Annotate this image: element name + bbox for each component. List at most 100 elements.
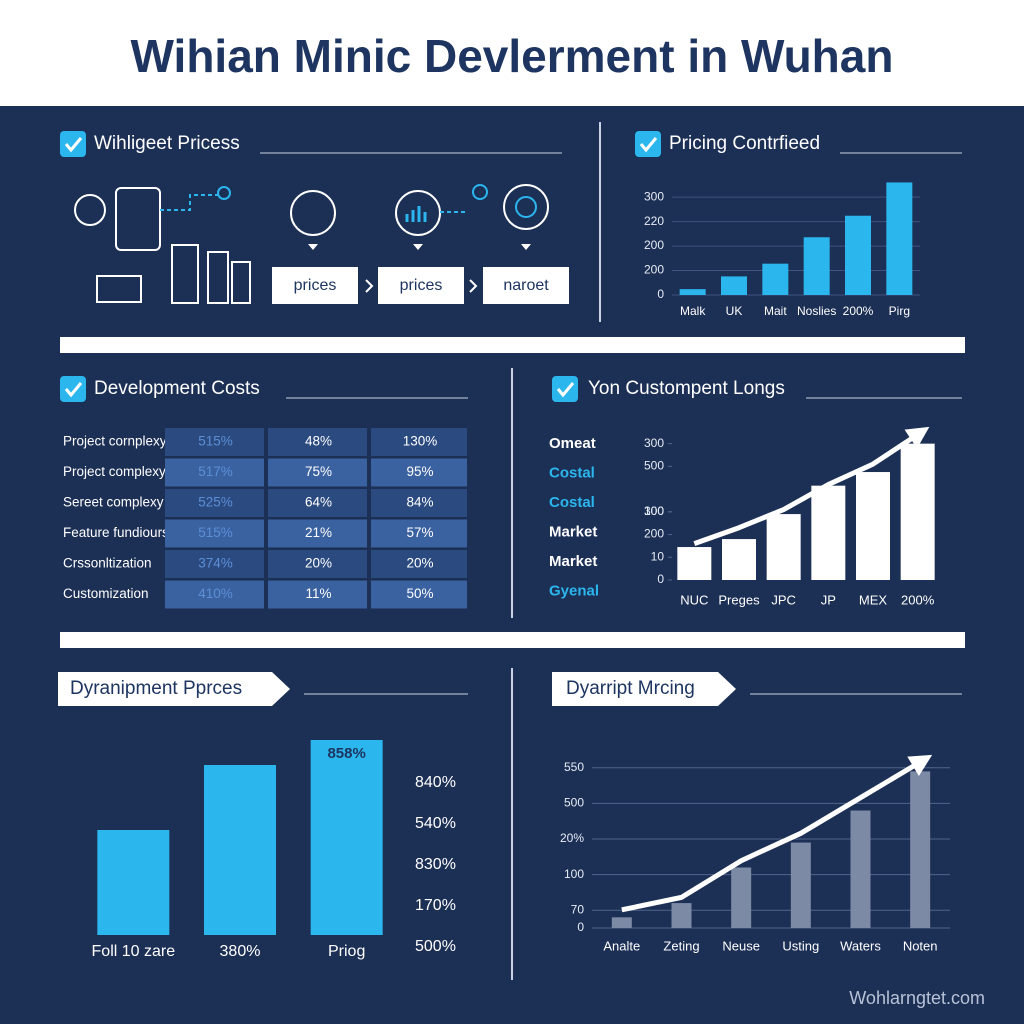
separator bbox=[60, 632, 965, 648]
table-cell bbox=[371, 428, 467, 456]
bar bbox=[204, 765, 276, 935]
section-title: Dyranipment Pprces bbox=[70, 678, 242, 699]
bar bbox=[811, 485, 846, 580]
side-label: 840% bbox=[415, 774, 456, 791]
x-tick-label: Noslies bbox=[797, 304, 836, 318]
trend-line bbox=[621, 759, 922, 913]
y-tick-label: 100 bbox=[564, 867, 584, 881]
step-box bbox=[378, 267, 464, 304]
side-label: Gyenal bbox=[549, 582, 599, 599]
side-label: 540% bbox=[415, 815, 456, 832]
table-text: 48% bbox=[305, 434, 332, 449]
y-tick-label: 200 bbox=[644, 527, 664, 541]
arrowhead bbox=[904, 426, 930, 449]
header-band bbox=[0, 0, 1024, 106]
table-cell bbox=[268, 489, 367, 517]
table-text: 20% bbox=[406, 556, 433, 571]
section-title: Dyarript Mrcing bbox=[566, 678, 695, 699]
y-tick-label: 500 bbox=[564, 796, 584, 810]
process-icons bbox=[74, 184, 549, 304]
bar bbox=[671, 903, 692, 928]
side-label: 170% bbox=[415, 897, 456, 914]
checkbox-icon bbox=[60, 131, 86, 157]
table-text: 75% bbox=[305, 464, 332, 479]
section-title: Yon Custompent Longs bbox=[588, 378, 785, 399]
bar bbox=[762, 263, 789, 295]
flow-arrow bbox=[365, 279, 478, 293]
y-tick-label: 100 bbox=[644, 504, 664, 518]
bar bbox=[677, 547, 712, 580]
table-cell bbox=[165, 428, 264, 456]
table-cell bbox=[165, 458, 264, 487]
table-cell bbox=[268, 580, 367, 609]
x-tick-label: 200% bbox=[843, 304, 874, 318]
x-tick-label: 380% bbox=[220, 943, 261, 960]
y-tick-label: 550 bbox=[564, 760, 584, 774]
y-tick-label: 200 bbox=[644, 238, 664, 252]
checkbox-icon bbox=[635, 131, 661, 157]
x-tick-label: Usting bbox=[782, 938, 819, 953]
x-tick-label: Zeting bbox=[663, 938, 699, 953]
bar bbox=[910, 771, 931, 928]
table-cell bbox=[371, 489, 467, 517]
checkbox-icon bbox=[552, 376, 578, 402]
x-tick-label: Neuse bbox=[722, 938, 760, 953]
x-tick-label: Preges bbox=[718, 592, 760, 607]
bar bbox=[900, 443, 935, 580]
title-tag bbox=[552, 672, 736, 706]
side-label: 500% bbox=[415, 938, 456, 955]
x-tick-label: Mait bbox=[764, 304, 787, 318]
table-cell bbox=[165, 580, 264, 609]
title-tag bbox=[58, 672, 290, 706]
table-text: Sereet complexy bbox=[63, 495, 164, 510]
table-text: 525% bbox=[198, 495, 233, 510]
side-label: Market bbox=[549, 553, 597, 570]
table-text: 64% bbox=[305, 495, 332, 510]
table-text: 517% bbox=[198, 464, 233, 479]
x-tick-label: NUC bbox=[680, 592, 708, 607]
table-cell bbox=[165, 519, 264, 548]
step-label: naroet bbox=[503, 277, 549, 294]
table-cell bbox=[371, 550, 467, 578]
x-tick-label: JPC bbox=[771, 592, 796, 607]
side-label: Costal bbox=[549, 494, 595, 511]
arrowhead bbox=[907, 754, 933, 777]
side-label: Market bbox=[549, 523, 597, 540]
table-cell bbox=[165, 550, 264, 578]
main-title: Wihian Minic Devlerment in Wuhan bbox=[131, 30, 894, 82]
table-cell bbox=[268, 519, 367, 548]
step-box bbox=[272, 267, 358, 304]
y-tick-label: 0 bbox=[657, 287, 664, 301]
table-text: 57% bbox=[406, 525, 433, 540]
y-tick-label: 300 bbox=[644, 504, 664, 518]
bar bbox=[611, 917, 632, 928]
data-label: 858% bbox=[327, 745, 365, 762]
bar bbox=[731, 867, 752, 928]
x-tick-label: Waters bbox=[840, 938, 881, 953]
section-title: Wihligeet Pricess bbox=[94, 133, 240, 154]
bar bbox=[886, 182, 913, 295]
pointer bbox=[308, 244, 531, 250]
table-text: Project cornplexy bbox=[63, 434, 167, 449]
y-tick-label: 220 bbox=[644, 214, 664, 228]
y-tick-label: 0 bbox=[657, 572, 664, 586]
table-text: 20% bbox=[305, 556, 332, 571]
table-text: 95% bbox=[406, 464, 433, 479]
y-tick-label: 0 bbox=[577, 920, 584, 934]
bar bbox=[766, 514, 801, 580]
y-tick-label: 300 bbox=[644, 189, 664, 203]
table-cell bbox=[371, 580, 467, 609]
bar bbox=[97, 830, 170, 935]
bar bbox=[310, 740, 383, 935]
bar bbox=[803, 237, 830, 295]
bar bbox=[790, 842, 811, 928]
y-tick-label: 70 bbox=[571, 902, 585, 916]
bar bbox=[722, 539, 756, 580]
section-title: Development Costs bbox=[94, 378, 260, 399]
table-text: Project complexy bbox=[63, 464, 166, 479]
x-tick-label: Analte bbox=[603, 938, 640, 953]
x-tick-label: Foll 10 zare bbox=[92, 943, 176, 960]
x-tick-label: Priog bbox=[328, 943, 365, 960]
table-text: 21% bbox=[305, 525, 332, 540]
